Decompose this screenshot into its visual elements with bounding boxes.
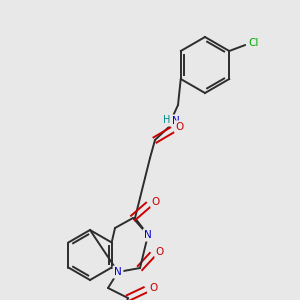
Text: O: O bbox=[149, 283, 157, 293]
Text: N: N bbox=[172, 116, 180, 126]
Text: N: N bbox=[144, 230, 152, 240]
Text: Cl: Cl bbox=[248, 38, 258, 48]
Text: O: O bbox=[156, 247, 164, 257]
Text: O: O bbox=[176, 122, 184, 132]
Text: O: O bbox=[152, 197, 160, 207]
Text: N: N bbox=[114, 267, 122, 277]
Text: H: H bbox=[163, 115, 171, 125]
